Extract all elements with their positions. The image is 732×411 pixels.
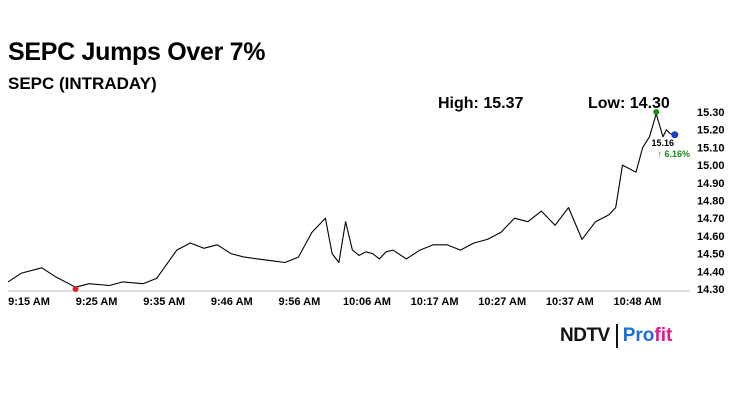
brand-ndtv: NDTV [560,325,610,346]
x-tick-label: 10:48 AM [613,296,661,308]
brand-profit: Profit [623,325,673,347]
y-tick-label: 15.30 [697,107,725,119]
brand-profit-prefix: Pro [622,325,655,346]
y-tick-label: 15.10 [697,142,725,154]
x-tick-label: 9:46 AM [211,296,253,308]
x-tick-label: 10:06 AM [343,296,391,308]
low-stat: Low: 14.30 [588,95,670,112]
x-tick-label: 10:17 AM [411,296,459,308]
x-tick-label: 9:35 AM [143,296,185,308]
low-marker [72,286,79,292]
y-tick-label: 14.50 [697,249,725,261]
y-tick-label: 14.60 [697,231,725,243]
y-tick-label: 14.30 [697,284,725,296]
x-tick-label: 9:56 AM [279,296,321,308]
chart-title: SEPC Jumps Over 7% [8,38,266,66]
y-tick-label: 14.40 [697,266,725,278]
brand-separator [615,324,618,348]
high-marker [653,109,660,115]
x-tick-label: 10:27 AM [478,296,526,308]
y-tick-label: 14.70 [697,213,725,225]
change-label: ↑ 6.16% [657,149,690,159]
x-tick-label: 9:25 AM [76,296,118,308]
x-tick-label: 9:15 AM [8,296,50,308]
brand-profit-suffix: fit [654,325,673,346]
last-price-marker [671,131,679,139]
y-tick-label: 14.90 [697,178,725,190]
last-price-label: 15.16 [651,138,674,148]
y-tick-label: 15.20 [697,125,725,137]
y-tick-label: 14.80 [697,196,725,208]
price-line [7,113,677,288]
y-tick-label: 15.00 [697,160,725,172]
chart-subtitle: SEPC (INTRADAY) [8,74,157,93]
x-tick-label: 10:37 AM [546,296,594,308]
ndtv-profit-logo: NDTV Profit [560,324,672,348]
high-stat: High: 15.37 [438,95,524,112]
